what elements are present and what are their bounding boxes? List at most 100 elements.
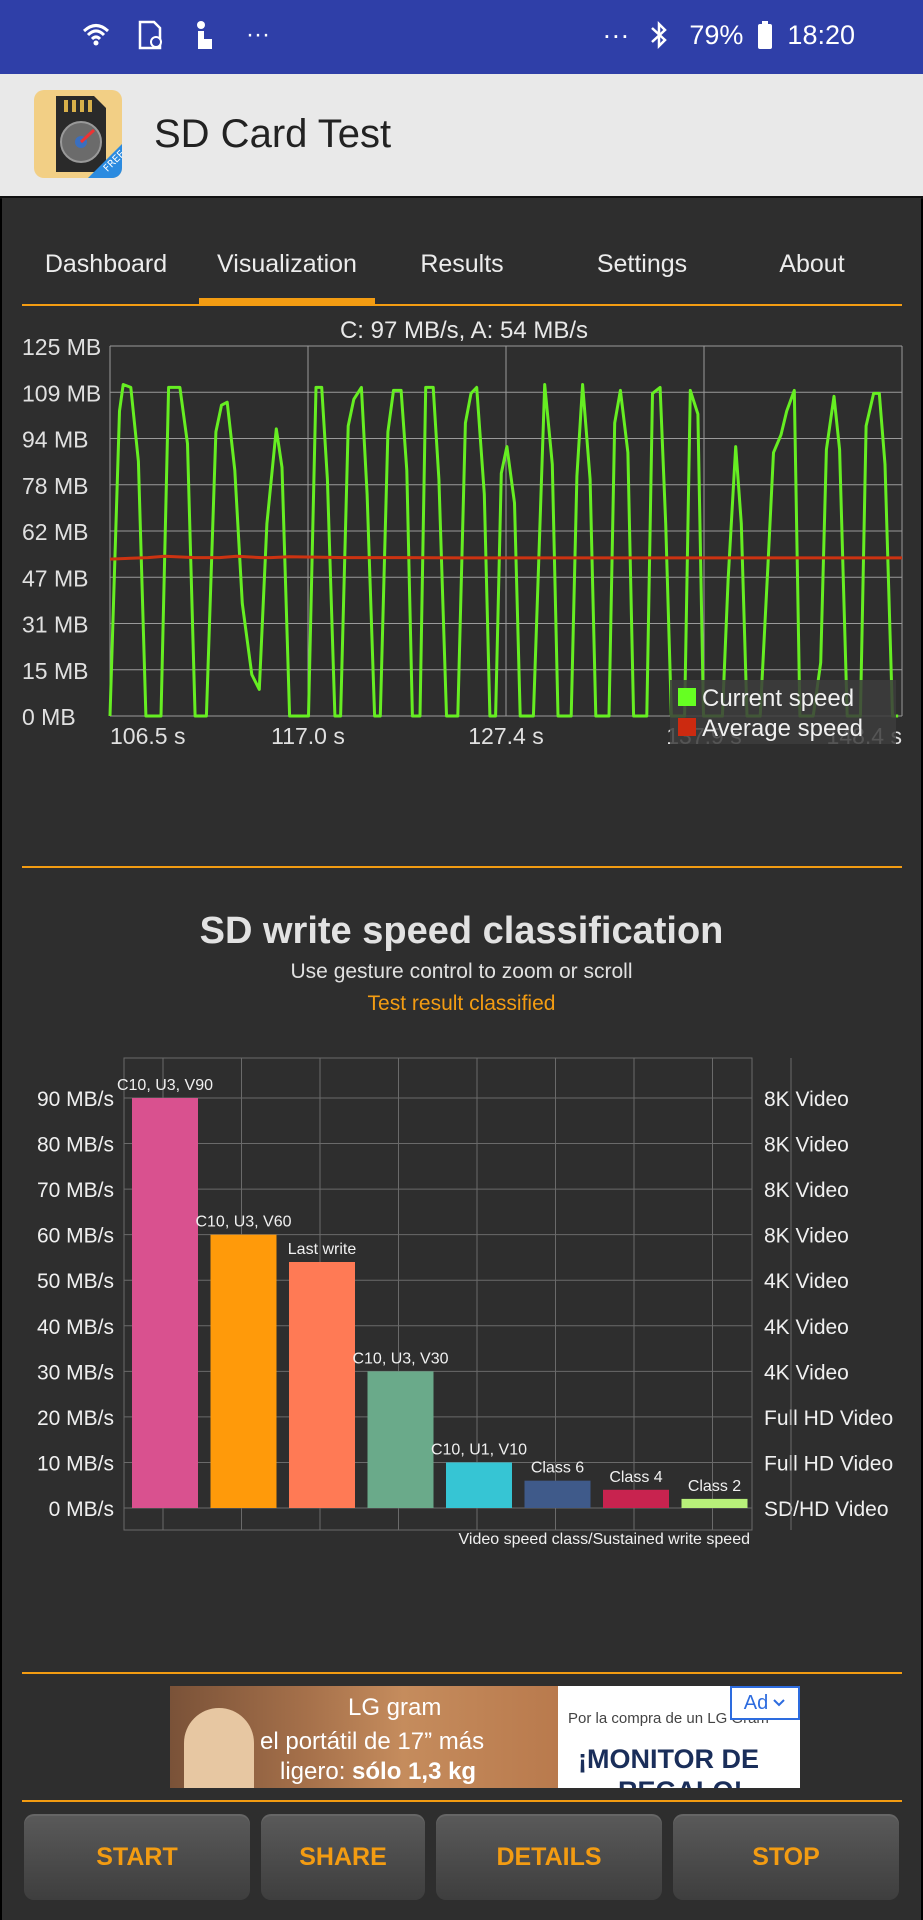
y-tick-label: 40 MB/s: [37, 1316, 114, 1339]
y-right-label: 8K Video: [764, 1134, 849, 1157]
wifi-icon: [80, 18, 112, 52]
x-tick-label: 127.4 s: [468, 723, 543, 749]
y-right-label: 8K Video: [764, 1225, 849, 1248]
chevron-down-icon: [773, 1699, 785, 1707]
bluetooth-icon: [643, 18, 675, 52]
ad-badge-label: Ad: [743, 1691, 769, 1714]
tab-visualization[interactable]: Visualization: [217, 250, 357, 278]
legend-label: Average speed: [702, 715, 863, 742]
status-bar-right: ··· 79% 18:20: [602, 18, 855, 52]
y-tick-label: 70 MB/s: [37, 1179, 114, 1202]
legend-swatch: [678, 718, 696, 736]
bar-6: [603, 1489, 669, 1508]
battery-icon: [757, 18, 773, 52]
ad-headline: ¡MONITOR DE: [578, 1744, 759, 1774]
ad-person-image: [184, 1708, 254, 1788]
ad-choices-badge[interactable]: Ad: [730, 1686, 800, 1720]
bar-label: C10, U3, V30: [352, 1350, 448, 1367]
status-bar: ··· ··· 79% 18:20: [0, 0, 923, 74]
speed-chart[interactable]: C: 97 MB/s, A: 54 MB/s 125 MB 109 MB 94 MB 7…: [2, 308, 921, 868]
y-tick-label: 62 MB: [22, 519, 88, 545]
y-tick-label: 90 MB/s: [37, 1088, 114, 1111]
bar-0: [132, 1098, 198, 1508]
touch-icon: [188, 18, 220, 52]
y-right-label: 8K Video: [764, 1179, 849, 1202]
sd-card-icon: [134, 18, 166, 52]
average-speed-line: [109, 554, 902, 561]
y-tick-label: 94 MB: [22, 427, 88, 453]
divider: [22, 866, 902, 868]
x-axis-label: Video speed class/Sustained write speed: [459, 1531, 750, 1548]
y-tick-label: 20 MB/s: [37, 1407, 114, 1430]
y-tick-label: 0 MB/s: [49, 1498, 114, 1521]
tab-dashboard[interactable]: Dashboard: [44, 250, 168, 278]
active-tab-indicator: [199, 298, 375, 304]
ad-offer-text: Por la compra de un LG Gram: [568, 1710, 769, 1727]
plot-frame: [123, 1057, 753, 1531]
more-icon: ···: [246, 21, 270, 48]
bar-label: Class 2: [688, 1478, 741, 1495]
share-button[interactable]: SHARE: [261, 1814, 425, 1900]
bar-label: C10, U3, V90: [117, 1077, 213, 1094]
bar-label: Class 4: [609, 1469, 662, 1486]
y-tick-label: 10 MB/s: [37, 1452, 114, 1475]
app-title: SD Card Test: [154, 112, 392, 156]
speed-header: C: 97 MB/s, A: 54 MB/s: [340, 317, 588, 344]
app-logo-icon: FREE: [34, 90, 122, 178]
current-speed-line: [108, 383, 899, 718]
y-tick-label: 0 MB: [22, 704, 76, 730]
bar-3: [367, 1371, 434, 1508]
y-right-label: SD/HD Video: [764, 1498, 889, 1521]
action-buttons: START SHARE DETAILS STOP: [2, 1814, 921, 1914]
y-tick-label: 80 MB/s: [37, 1134, 114, 1157]
tab-about[interactable]: About: [779, 250, 845, 278]
y-tick-label: 78 MB: [22, 473, 88, 499]
bar-label: C10, U1, V10: [431, 1441, 527, 1458]
y-tick-label: 50 MB/s: [37, 1270, 114, 1293]
bar-1: [210, 1234, 277, 1508]
ad-headline-2: REGALO!: [618, 1776, 743, 1788]
ad-line-1: el portátil de 17” más: [260, 1728, 485, 1755]
ad-banner[interactable]: LG gram el portátil de 17” más ligero: s…: [170, 1686, 800, 1788]
y-tick-label: 15 MB: [22, 658, 88, 684]
battery-percent: 79%: [689, 19, 744, 50]
legend-label: Current speed: [702, 685, 854, 712]
classification-status: Test result classified: [367, 992, 556, 1015]
y-tick-label: 109 MB: [22, 380, 101, 406]
x-tick-label: 106.5 s: [110, 723, 185, 749]
y-right-label: 4K Video: [764, 1361, 849, 1384]
tab-bar: Dashboard Visualization Results Settings…: [22, 234, 902, 306]
tab-results[interactable]: Results: [420, 250, 504, 278]
stop-button[interactable]: STOP: [673, 1814, 899, 1900]
y-tick-label: 47 MB: [22, 565, 88, 591]
main-panel: Dashboard Visualization Results Settings…: [2, 198, 921, 1920]
y-tick-label: 30 MB/s: [37, 1361, 114, 1384]
bar-label: C10, U3, V60: [195, 1214, 291, 1231]
ad-brand: LG gram: [348, 1694, 442, 1721]
details-button[interactable]: DETAILS: [436, 1814, 662, 1900]
clock: 18:20: [787, 19, 855, 50]
bar-2: [289, 1262, 355, 1508]
y-right-label: Full HD Video: [764, 1407, 893, 1430]
y-tick-label: 31 MB: [22, 612, 88, 638]
legend-background: [670, 680, 896, 744]
bar-label: Last write: [288, 1241, 357, 1258]
app-bar: FREE SD Card Test: [0, 74, 923, 199]
chart-legend: Current speed Average speed: [670, 680, 896, 744]
bar-7: [681, 1498, 748, 1508]
y-right-label: 8K Video: [764, 1088, 849, 1111]
y-right-label: 4K Video: [764, 1270, 849, 1293]
classification-chart[interactable]: 0 MB/s SD/HD Video 10 MB/s Full HD Video 20 …: [2, 1038, 921, 1638]
bar-4: [446, 1462, 512, 1508]
status-bar-left: ···: [80, 18, 274, 52]
y-tick-label: 125 MB: [22, 334, 101, 360]
classification-title: SD write speed classification: [199, 910, 724, 952]
ad-image-left: LG gram el portátil de 17” más ligero: s…: [170, 1686, 558, 1788]
y-right-label: Full HD Video: [764, 1452, 893, 1475]
bar-5: [524, 1480, 591, 1508]
ad-line-2: ligero: sólo 1,3 kg: [280, 1758, 477, 1785]
x-tick-label: 117.0 s: [271, 723, 345, 749]
y-tick-label: 60 MB/s: [37, 1225, 114, 1248]
tab-settings[interactable]: Settings: [596, 250, 688, 278]
start-button[interactable]: START: [24, 1814, 250, 1900]
